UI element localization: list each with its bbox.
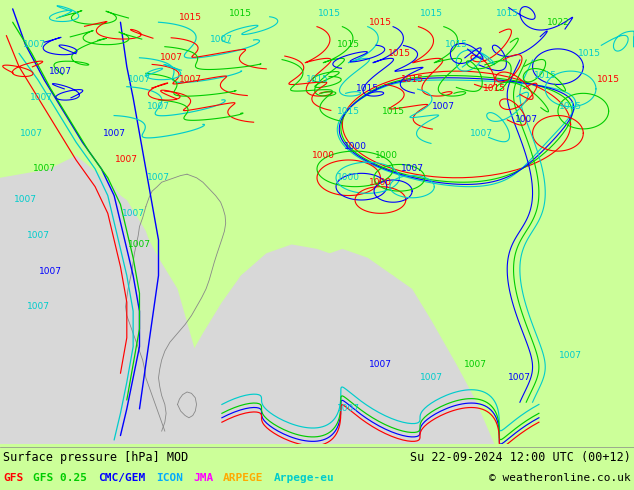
Text: 1022: 1022 (547, 18, 569, 27)
Polygon shape (304, 249, 463, 444)
Text: 1000: 1000 (312, 151, 335, 160)
Text: 1007: 1007 (103, 129, 126, 138)
Text: 1007: 1007 (369, 360, 392, 369)
Text: 1000: 1000 (337, 173, 360, 182)
Text: 1007: 1007 (128, 240, 151, 249)
Polygon shape (0, 169, 203, 444)
Text: © weatheronline.co.uk: © weatheronline.co.uk (489, 473, 631, 483)
Text: 1007: 1007 (559, 351, 582, 360)
Text: 1015: 1015 (420, 9, 443, 18)
Text: 1015: 1015 (356, 84, 379, 94)
Text: 1007: 1007 (337, 404, 360, 414)
Text: 1007: 1007 (128, 75, 151, 84)
Text: 1007: 1007 (401, 164, 424, 173)
Text: 1015: 1015 (496, 9, 519, 18)
Text: 1015: 1015 (230, 9, 252, 18)
Text: 1007: 1007 (14, 196, 37, 204)
Polygon shape (0, 155, 222, 444)
Text: 1007: 1007 (27, 302, 49, 311)
Text: 1015: 1015 (306, 75, 328, 84)
Text: 1015: 1015 (388, 49, 411, 58)
Text: 1007: 1007 (432, 102, 455, 111)
Text: 1000: 1000 (344, 142, 366, 151)
Text: 1015: 1015 (445, 40, 468, 49)
Text: 1007: 1007 (30, 93, 53, 102)
Text: 1007: 1007 (27, 231, 49, 240)
Text: 1007: 1007 (160, 53, 183, 62)
Polygon shape (317, 267, 495, 444)
Text: 1007: 1007 (210, 35, 233, 45)
Text: 1007: 1007 (33, 164, 56, 173)
Text: GFS 0.25: GFS 0.25 (32, 473, 87, 483)
Text: ICON: ICON (157, 473, 184, 483)
Text: 1000: 1000 (375, 151, 398, 160)
Text: 1015: 1015 (337, 107, 360, 116)
Text: 1007: 1007 (49, 67, 72, 75)
Text: Surface pressure [hPa] MOD: Surface pressure [hPa] MOD (3, 451, 188, 464)
Text: 1015: 1015 (578, 49, 601, 58)
Text: 1015: 1015 (559, 102, 582, 111)
Text: 1015: 1015 (318, 9, 341, 18)
Text: Su 22-09-2024 12:00 UTC (00+12): Su 22-09-2024 12:00 UTC (00+12) (410, 451, 631, 464)
Text: 1007: 1007 (115, 155, 138, 165)
Text: GFS: GFS (3, 473, 23, 483)
Text: 1000: 1000 (369, 178, 392, 187)
Text: ARPEGE: ARPEGE (223, 473, 264, 483)
Text: 1015: 1015 (597, 75, 620, 84)
Text: 1015: 1015 (337, 40, 360, 49)
Text: CMC/GEM: CMC/GEM (98, 473, 145, 483)
Text: 1007: 1007 (39, 267, 62, 275)
Text: 1007: 1007 (508, 373, 531, 382)
Text: 1007: 1007 (122, 209, 145, 218)
Text: 1015: 1015 (534, 71, 557, 80)
Text: 1015: 1015 (483, 84, 506, 94)
Text: 1007: 1007 (20, 129, 43, 138)
Text: 1007: 1007 (147, 173, 170, 182)
Text: Arpege-eu: Arpege-eu (274, 473, 335, 483)
Text: 1007: 1007 (23, 40, 46, 49)
Text: 1007: 1007 (515, 116, 538, 124)
Text: 1007: 1007 (147, 102, 170, 111)
Polygon shape (190, 245, 469, 444)
Text: 1015: 1015 (382, 107, 404, 116)
Text: 1007: 1007 (179, 75, 202, 84)
Polygon shape (178, 249, 476, 444)
Text: 1015: 1015 (179, 13, 202, 22)
Text: 1015: 1015 (401, 75, 424, 84)
Text: 1007: 1007 (470, 129, 493, 138)
Text: 1015: 1015 (369, 18, 392, 27)
Text: 1007: 1007 (420, 373, 443, 382)
Text: JMA: JMA (193, 473, 214, 483)
Text: 1007: 1007 (464, 360, 487, 369)
